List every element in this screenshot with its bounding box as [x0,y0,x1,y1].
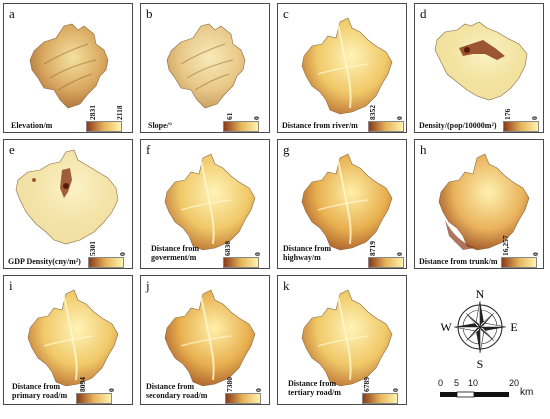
colorbar-min: 0 [395,252,404,256]
map-panel-b: b Slope/° 61 0 [140,3,270,133]
map-shape [166,23,246,109]
colorbar [76,393,112,404]
colorbar [368,257,404,268]
colorbar [501,257,537,268]
scale-tick-5: 5 [454,378,460,388]
scale-unit: km [520,387,534,398]
map-shape [164,153,256,251]
map-shape [27,289,119,387]
compass-w: W [440,320,452,334]
map-shape [301,153,393,251]
panel-letter: a [9,6,15,21]
panel-label: Density/(pop/10000m²) [419,121,497,130]
map-panel-h: h Distance from trunk/m 16,257 0 [414,139,544,269]
panel-label: Distance from primary road/m [12,382,68,400]
map-panel-g: g Distance from highway/m 8719 0 [277,139,407,269]
map-panel-a: a Elevation/m 2831 2118 [3,3,133,133]
compass-e: E [510,320,517,334]
colorbar [88,257,124,268]
map-panel-i: i Distance from primary road/m 8094 0 [3,275,133,405]
map-panel-e: e GDP Density(cny/m²) 5301 0 [3,139,133,269]
colorbar-max: 7380 [225,377,234,392]
map-shape [164,289,256,387]
map-shape [15,149,119,245]
colorbar-max: 2831 [88,105,97,120]
panel-label: Distance from highway/m [283,244,332,262]
map-panel-f: f Distance from goverment/m 6830 0 [140,139,270,269]
panel-label: Distance from secondary road/m [146,382,208,400]
panel-label: Distance from river/m [282,121,358,130]
panel-letter: e [9,142,15,157]
scale-bar [440,391,509,398]
panel-letter: d [420,6,427,21]
scale-tick-20: 20 [509,378,520,388]
map-shape [301,289,393,387]
colorbar [223,257,259,268]
colorbar [503,121,539,132]
colorbar-min: 0 [254,388,263,392]
legend-area: N S E W 0 5 10 20 km [410,280,550,414]
colorbar-max: 8352 [368,105,377,120]
colorbar-min: 0 [530,116,539,120]
colorbar-min: 0 [107,388,116,392]
panel-letter: j [146,278,150,293]
colorbar [225,393,261,404]
colorbar-min: 0 [531,252,540,256]
panel-label: GDP Density(cny/m²) [8,257,81,266]
panel-label: Slope/° [148,121,173,130]
panel-letter: h [420,142,427,157]
colorbar-min: 2118 [115,105,124,120]
colorbar [86,121,122,132]
colorbar-min: 0 [253,252,262,256]
panel-letter: b [146,6,153,21]
compass-s: S [477,357,484,371]
colorbar-min: 0 [252,116,261,120]
colorbar-max: 8094 [78,377,87,392]
colorbar-min: 0 [391,388,400,392]
panel-letter: k [283,278,290,293]
colorbar-max: 176 [503,108,512,120]
panel-label: Distance from tertiary road/m [288,379,341,397]
colorbar [368,121,404,132]
map-panel-j: j Distance from secondary road/m 7380 0 [140,275,270,405]
compass-rose: N S E W [440,287,517,371]
compass-n: N [476,287,485,301]
colorbar-min: 0 [118,252,127,256]
panel-label: Elevation/m [11,121,53,130]
colorbar [362,393,398,404]
panel-label: Distance from goverment/m [151,244,200,262]
colorbar-min: 0 [395,116,404,120]
colorbar-max: 8719 [368,241,377,256]
panel-letter: c [283,6,289,21]
colorbar-max: 61 [225,112,234,121]
panel-letter: f [146,142,151,157]
colorbar-max: 6830 [223,241,232,256]
scale-tick-0: 0 [438,378,444,388]
panel-letter: i [9,278,13,293]
map-panel-k: k Distance from tertiary road/m 6789 0 [277,275,407,405]
scale-tick-10: 10 [468,378,479,388]
panel-label: Distance from trunk/m [419,257,498,266]
colorbar-max: 5301 [88,241,97,256]
panel-letter: g [283,142,290,157]
map-panel-c: c Distance from river/m 8352 0 [277,3,407,133]
map-shape [301,17,393,115]
map-shape [434,21,528,101]
map-shape [438,153,530,251]
colorbar-max: 6789 [362,377,371,392]
colorbar-max: 16,257 [501,235,510,256]
map-shape [29,23,109,109]
colorbar [223,121,259,132]
map-panel-d: d Density/(pop/10000m²) 176 0 [414,3,544,133]
